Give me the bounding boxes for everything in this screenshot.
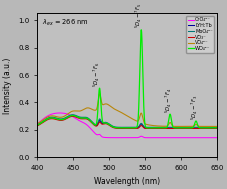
WO₄²⁻ bbox=[36, 124, 38, 127]
CrO₄²⁻ bbox=[212, 137, 215, 139]
CrO₄²⁻ bbox=[56, 112, 59, 114]
MoO₄²⁻ bbox=[67, 115, 69, 117]
MoO₄²⁻ bbox=[112, 125, 115, 128]
LYH:Tb bbox=[71, 114, 74, 117]
CrO₄²⁻ bbox=[36, 123, 38, 126]
VO₃⁻ bbox=[67, 117, 69, 119]
VO₃⁻ bbox=[212, 127, 215, 130]
VO₃⁻ bbox=[71, 115, 74, 118]
LYH:Tb bbox=[36, 124, 38, 127]
WO₄²⁻ bbox=[193, 125, 195, 127]
Line: CrO₄²⁻: CrO₄²⁻ bbox=[37, 113, 217, 138]
Line: WO₄²⁻: WO₄²⁻ bbox=[37, 30, 217, 128]
Y-axis label: Intensity (a.u.): Intensity (a.u.) bbox=[3, 57, 12, 114]
MoO₄²⁻ bbox=[71, 114, 74, 116]
VO₄²⁻ bbox=[105, 103, 107, 105]
WO₄²⁻ bbox=[67, 116, 69, 118]
VO₃⁻ bbox=[105, 123, 107, 125]
MoO₄²⁻ bbox=[36, 124, 38, 126]
CrO₄²⁻ bbox=[215, 137, 218, 139]
Text: $^5D_4-^7F_3$: $^5D_4-^7F_3$ bbox=[189, 94, 200, 120]
MoO₄²⁻ bbox=[56, 117, 59, 119]
VO₄²⁻ bbox=[36, 123, 38, 125]
CrO₄²⁻ bbox=[58, 112, 61, 114]
MoO₄²⁻ bbox=[215, 126, 218, 129]
MoO₄²⁻ bbox=[152, 126, 155, 129]
Text: $\lambda_{ex}$ = 266 nm: $\lambda_{ex}$ = 266 nm bbox=[42, 18, 89, 28]
WO₄²⁻ bbox=[105, 122, 107, 124]
VO₄²⁻ bbox=[98, 93, 101, 95]
Text: $^5D_4-^7F_5$: $^5D_4-^7F_5$ bbox=[134, 3, 144, 28]
LYH:Tb bbox=[152, 127, 155, 129]
VO₃⁻ bbox=[56, 119, 59, 121]
VO₄²⁻ bbox=[193, 125, 195, 127]
VO₃⁻ bbox=[215, 127, 218, 130]
MoO₄²⁻ bbox=[193, 126, 195, 129]
CrO₄²⁻ bbox=[174, 137, 177, 139]
Line: MoO₄²⁻: MoO₄²⁻ bbox=[37, 115, 217, 127]
VO₄²⁻ bbox=[56, 116, 59, 118]
CrO₄²⁻ bbox=[193, 137, 195, 139]
Text: $^5D_4-^7F_4$: $^5D_4-^7F_4$ bbox=[163, 88, 174, 113]
Line: VO₃⁻: VO₃⁻ bbox=[37, 116, 217, 129]
WO₄²⁻ bbox=[153, 127, 155, 129]
WO₄²⁻ bbox=[212, 127, 215, 129]
VO₃⁻ bbox=[193, 127, 195, 130]
WO₄²⁻ bbox=[215, 127, 218, 129]
VO₄²⁻ bbox=[212, 125, 215, 128]
LYH:Tb bbox=[56, 118, 59, 120]
VO₃⁻ bbox=[112, 127, 115, 129]
WO₄²⁻ bbox=[56, 118, 59, 120]
Text: $^5D_4-^7F_6$: $^5D_4-^7F_6$ bbox=[92, 62, 102, 87]
WO₄²⁻ bbox=[140, 29, 143, 31]
LYH:Tb bbox=[67, 116, 69, 118]
WO₄²⁻ bbox=[112, 126, 115, 128]
CrO₄²⁻ bbox=[67, 113, 69, 115]
LYH:Tb bbox=[215, 127, 218, 129]
VO₄²⁻ bbox=[215, 125, 218, 128]
LYH:Tb bbox=[112, 126, 115, 128]
LYH:Tb bbox=[212, 127, 215, 129]
X-axis label: Wavelength (nm): Wavelength (nm) bbox=[94, 177, 160, 186]
CrO₄²⁻ bbox=[105, 136, 107, 139]
MoO₄²⁻ bbox=[212, 126, 215, 129]
VO₄²⁻ bbox=[67, 112, 69, 115]
CrO₄²⁻ bbox=[112, 137, 115, 139]
LYH:Tb bbox=[105, 122, 107, 124]
MoO₄²⁻ bbox=[105, 121, 107, 123]
LYH:Tb bbox=[193, 127, 195, 129]
VO₃⁻ bbox=[36, 125, 38, 127]
Line: LYH:Tb: LYH:Tb bbox=[37, 115, 217, 128]
Legend: CrO₄²⁻, LYH:Tb, MoO₄²⁻, VO₃⁻, VO₄²⁻, WO₄²⁻: CrO₄²⁻, LYH:Tb, MoO₄²⁻, VO₃⁻, VO₄²⁻, WO₄… bbox=[186, 16, 214, 53]
VO₄²⁻ bbox=[112, 108, 115, 110]
Line: VO₄²⁻: VO₄²⁻ bbox=[37, 94, 217, 126]
VO₃⁻ bbox=[152, 127, 155, 130]
